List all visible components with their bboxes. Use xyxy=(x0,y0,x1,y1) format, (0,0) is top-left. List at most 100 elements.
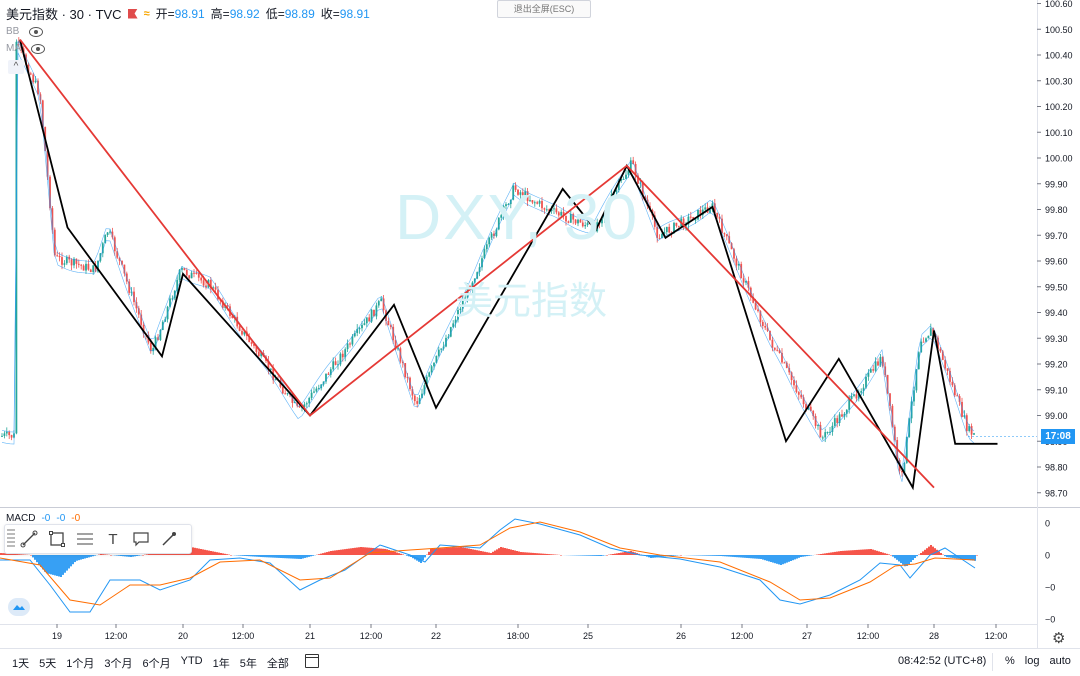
candle-body xyxy=(349,344,351,345)
parallel-channel-tool[interactable] xyxy=(71,526,99,552)
macd-hist-bar xyxy=(358,547,360,555)
time-axis-label: 25 xyxy=(583,631,593,641)
macd-hist-bar xyxy=(352,548,354,555)
collapse-legend-button[interactable]: ^ xyxy=(8,60,24,74)
range-all[interactable]: 全部 xyxy=(267,655,289,671)
macd-hist-bar xyxy=(976,555,978,556)
macd-hist-bar xyxy=(86,555,88,558)
macd-hist-bar xyxy=(896,555,898,560)
callout-tool[interactable] xyxy=(127,526,155,552)
macd-hist-bar xyxy=(862,550,864,555)
macd-hist-bar xyxy=(760,555,762,559)
macd-hist-bar xyxy=(488,553,490,555)
macd-hist-bar xyxy=(300,555,302,559)
indicator-ma[interactable]: MA xyxy=(6,43,45,54)
macd-hist-bar xyxy=(84,555,86,558)
macd-hist-bar xyxy=(540,554,542,556)
candle-body xyxy=(872,369,874,371)
eye-icon[interactable] xyxy=(29,27,43,37)
macd-hist-bar xyxy=(72,555,74,564)
macd-hist-bar xyxy=(254,555,256,557)
candle-body xyxy=(347,344,349,350)
drawing-toolbar: T xyxy=(4,524,192,554)
range-5d[interactable]: 5天 xyxy=(39,655,56,671)
candle-body xyxy=(380,299,382,302)
candle-body xyxy=(342,354,344,358)
macd-hist-bar xyxy=(852,550,854,555)
compare-icon[interactable]: ≈ xyxy=(144,8,150,20)
macd-hist-bar xyxy=(894,555,896,558)
auto-toggle[interactable]: auto xyxy=(1049,655,1070,667)
percent-toggle[interactable]: % xyxy=(1005,655,1015,667)
range-1y[interactable]: 1年 xyxy=(213,655,230,671)
rectangle-tool[interactable] xyxy=(43,526,71,552)
macd-hist-bar xyxy=(712,555,714,556)
macd-hist-bar xyxy=(754,555,756,559)
candle-body xyxy=(697,210,699,220)
macd-hist-bar xyxy=(102,554,104,555)
macd-hist-bar xyxy=(622,552,624,555)
candle-body xyxy=(366,317,368,323)
macd-hist-bar xyxy=(218,553,220,555)
clock[interactable]: 08:42:52 (UTC+8) xyxy=(898,655,986,667)
text-icon: T xyxy=(108,531,117,548)
macd-hist-bar xyxy=(344,549,346,555)
price-axis-label: 99.60 xyxy=(1045,257,1068,267)
exit-fullscreen-button[interactable]: 退出全屏(ESC) xyxy=(497,0,591,18)
log-toggle[interactable]: log xyxy=(1025,655,1040,667)
flag-icon[interactable] xyxy=(128,9,138,19)
macd-hist-bar xyxy=(744,555,746,558)
macd-hist-bar xyxy=(278,555,280,558)
macd-hist-bar xyxy=(90,555,92,557)
range-1d[interactable]: 1天 xyxy=(12,655,29,671)
macd-hist-bar xyxy=(246,555,248,556)
macd-hist-bar xyxy=(64,555,66,573)
brush-tool[interactable] xyxy=(155,526,183,552)
symbol-title[interactable]: 美元指数 · 30 · TVC xyxy=(6,4,122,23)
eye-icon[interactable] xyxy=(31,44,45,54)
macd-hist-bar xyxy=(592,555,594,556)
macd-axis-label: 0 xyxy=(1045,519,1050,529)
macd-hist-bar xyxy=(428,552,430,555)
candle-body xyxy=(428,372,430,376)
macd-hist-bar xyxy=(262,555,264,557)
indicator-bb[interactable]: BB xyxy=(6,26,43,37)
macd-hist-bar xyxy=(48,555,50,574)
time-axis-label: 12:00 xyxy=(232,631,255,641)
calendar-goto-icon[interactable] xyxy=(305,654,319,668)
drag-handle[interactable] xyxy=(7,529,15,549)
macd-hist-bar xyxy=(728,555,730,557)
macd-hist-bar xyxy=(118,555,120,556)
candle-body xyxy=(824,432,826,437)
tradingview-logo[interactable] xyxy=(8,598,30,616)
macd-label[interactable]: MACD xyxy=(6,513,35,524)
macd-hist-bar xyxy=(192,547,194,555)
range-6m[interactable]: 6个月 xyxy=(143,655,171,671)
text-tool[interactable]: T xyxy=(99,526,127,552)
macd-hist-bar xyxy=(468,549,470,555)
trend-line-tool[interactable] xyxy=(15,526,43,552)
macd-legend: MACD -0 -0 -0 xyxy=(6,513,80,524)
macd-hist-bar xyxy=(458,547,460,555)
macd-hist-bar xyxy=(854,550,856,555)
close-label: 收= xyxy=(321,7,340,21)
settings-gear-icon[interactable]: ⚙ xyxy=(1052,629,1065,647)
macd-hist-bar xyxy=(452,548,454,555)
candle-body xyxy=(817,425,819,426)
macd-hist-bar xyxy=(908,555,910,564)
candle-body xyxy=(757,309,759,311)
range-5y[interactable]: 5年 xyxy=(240,655,257,671)
macd-hist-bar xyxy=(128,555,130,557)
macd-hist-bar xyxy=(286,555,288,558)
macd-hist-bar xyxy=(738,555,740,557)
range-3m[interactable]: 3个月 xyxy=(104,655,132,671)
candle-body xyxy=(59,256,61,257)
open-value: 98.91 xyxy=(175,7,205,21)
range-ytd[interactable]: YTD xyxy=(181,655,203,671)
range-1m[interactable]: 1个月 xyxy=(66,655,94,671)
macd-hist-bar xyxy=(34,555,36,560)
macd-hist-bar xyxy=(586,555,588,556)
macd-hist-bar xyxy=(548,554,550,555)
candle-body xyxy=(947,368,949,371)
indicator-ma-label: MA xyxy=(6,43,21,54)
